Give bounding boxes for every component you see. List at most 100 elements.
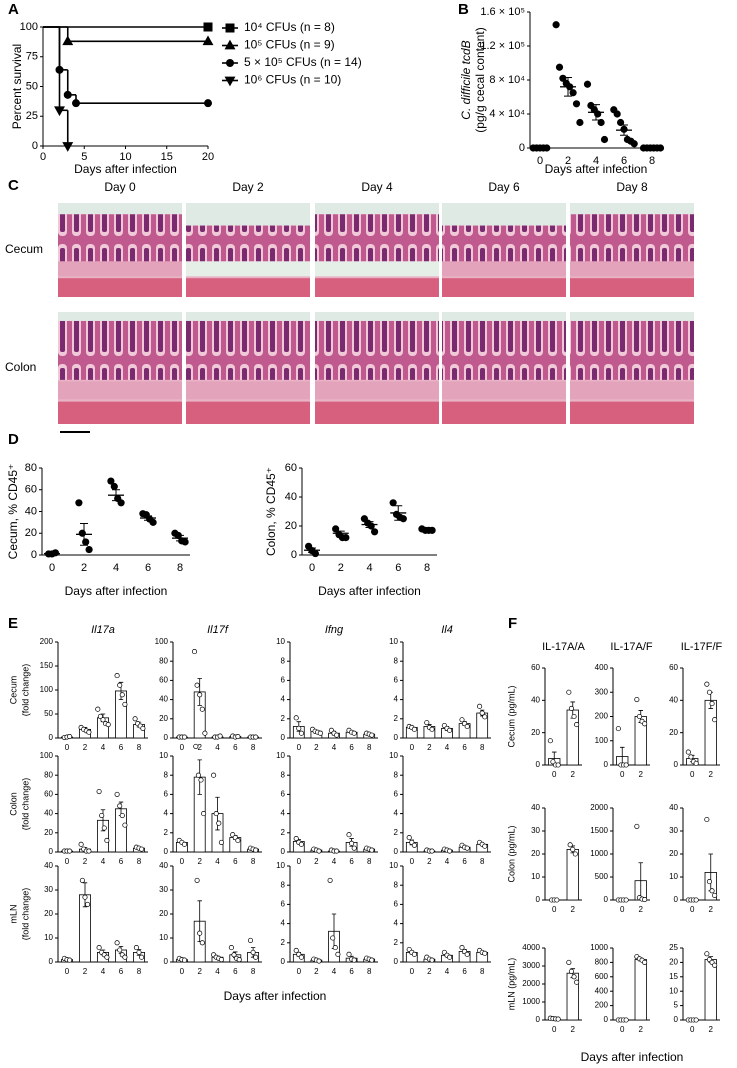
x-tick-label: 2 (314, 967, 319, 976)
data-point (67, 734, 73, 740)
y-tick-label: 20 (25, 527, 37, 539)
data-point (447, 727, 453, 733)
x-tick-label: 4 (215, 967, 220, 976)
y-tick-label: 200 (595, 712, 609, 721)
x-tick-label: 0 (690, 770, 695, 779)
y-tick-label: 1500 (590, 826, 608, 835)
data-point (688, 754, 694, 760)
error-bar (423, 529, 431, 532)
data-point (293, 947, 299, 954)
column-label: Day 6 (488, 180, 520, 194)
y-tick-label: 10 (159, 751, 168, 760)
x-tick-label: 6 (462, 743, 467, 752)
data-point (429, 957, 435, 963)
histology-submucosa (442, 381, 566, 400)
x-tick-label: 6 (349, 743, 354, 752)
data-point (334, 848, 340, 854)
x-tick-label: 8 (367, 857, 372, 866)
x-tick-label: 0 (690, 905, 695, 914)
data-point (316, 848, 322, 854)
column-label: Day 0 (104, 180, 136, 194)
data-point (99, 812, 105, 819)
y-tick-label: 100 (595, 736, 609, 745)
data-point (634, 696, 640, 703)
legend-label: 10⁵ CFUs (n = 9) (244, 38, 335, 52)
y-tick-label: 6 (394, 790, 399, 799)
data-point (424, 720, 430, 726)
data-point (351, 730, 357, 736)
y-tick-label: 2 (394, 714, 399, 723)
y-tick-label: 10 (669, 986, 678, 995)
data-point (139, 846, 145, 852)
y-tick-label: 8 (394, 770, 399, 779)
y-tick-label: 0 (164, 847, 169, 856)
histology-submucosa (186, 381, 310, 400)
data-point (685, 749, 691, 755)
data-point (459, 717, 465, 723)
y-tick-label: 8 (394, 656, 399, 665)
x-tick-label: 8 (137, 857, 142, 866)
y-tick-label: 6 (394, 900, 399, 909)
data-point (399, 515, 407, 523)
survival-marker (202, 35, 214, 46)
y-tick-label: 0 (394, 957, 399, 966)
data-point (296, 725, 302, 731)
y-tick-label: 5 (674, 1001, 679, 1010)
data-point (114, 940, 120, 946)
data-point (623, 1017, 629, 1023)
x-tick-label: 4 (332, 857, 337, 866)
y-axis-label: (fold change) (20, 888, 30, 941)
histology-muscle (442, 401, 566, 424)
y-tick-label: 0 (291, 549, 297, 561)
y-tick-label: 0 (674, 760, 679, 769)
survival-marker (203, 22, 213, 32)
histology-muscle (315, 278, 439, 297)
data-point (482, 714, 488, 720)
data-point (550, 759, 556, 765)
data-point (67, 848, 73, 854)
error-bar (197, 678, 202, 706)
survival-marker (204, 99, 212, 108)
data-point (617, 118, 625, 127)
y-tick-label: 40 (159, 695, 168, 704)
y-tick-label: 6 (394, 676, 399, 685)
y-tick-label: 80 (25, 462, 37, 474)
data-point (191, 649, 198, 655)
y-axis-label: Cecum (8, 676, 18, 705)
y-tick-label: 15 (669, 972, 678, 981)
y-axis-label: Colon, % CD45⁺ (264, 467, 278, 556)
data-point (351, 957, 357, 963)
y-axis-label: mLN (pg/mL) (506, 958, 516, 1011)
y-tick-label: 40 (531, 695, 540, 704)
data-point (346, 832, 352, 838)
row-label: Colon (5, 360, 36, 374)
data-point (555, 1016, 561, 1022)
y-tick-label: 200 (40, 637, 54, 646)
data-point (464, 723, 470, 730)
x-tick-label: 2 (81, 562, 87, 574)
y-tick-label: 2000 (522, 979, 540, 988)
y-tick-label: 60 (669, 663, 678, 672)
data-point (117, 682, 123, 688)
x-tick-label: 6 (462, 967, 467, 976)
panel-label: E (8, 615, 18, 632)
error-bar (620, 124, 628, 136)
data-point (253, 847, 259, 853)
x-tick-label: 4 (101, 967, 106, 976)
data-point (105, 722, 111, 728)
error-bar (48, 552, 56, 555)
x-tick-label: 2 (314, 743, 319, 752)
x-tick-label: 2 (571, 1025, 576, 1034)
data-point (615, 726, 621, 732)
error-bar (176, 534, 184, 542)
data-point (247, 937, 254, 943)
x-tick-label: 2 (571, 905, 576, 914)
histology-muscle (186, 278, 310, 297)
histology-lumen (570, 312, 694, 321)
survival-marker (63, 90, 72, 99)
chart-title: IL-17A/F (610, 641, 652, 653)
y-tick-label: 600 (595, 972, 609, 981)
y-tick-label: 8 (394, 880, 399, 889)
data-point (114, 673, 120, 679)
histology-submucosa (570, 381, 694, 400)
